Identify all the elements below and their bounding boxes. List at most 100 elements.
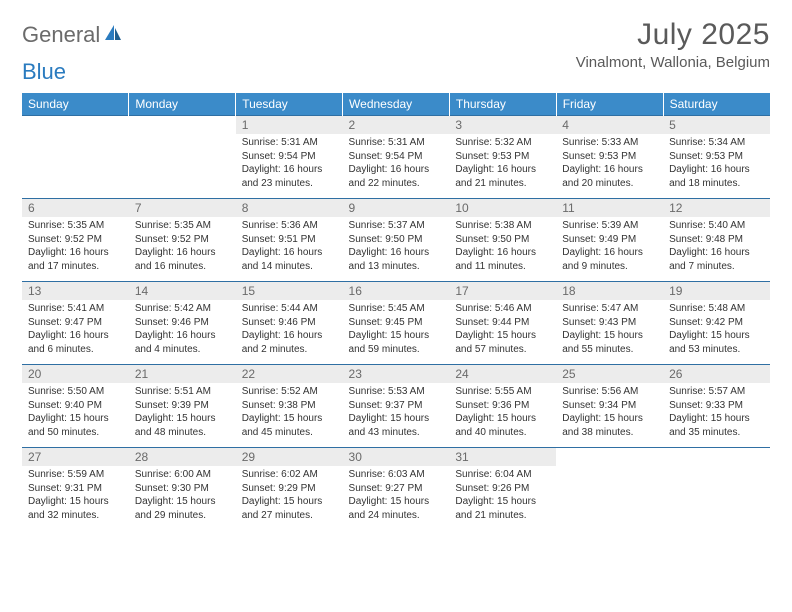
day-line: Sunrise: 5:59 AM [28, 468, 123, 482]
calendar-cell: 6Sunrise: 5:35 AMSunset: 9:52 PMDaylight… [22, 199, 129, 282]
day-line [28, 150, 123, 164]
calendar-cell: 18Sunrise: 5:47 AMSunset: 9:43 PMDayligh… [556, 282, 663, 365]
calendar-cell: 25Sunrise: 5:56 AMSunset: 9:34 PMDayligh… [556, 365, 663, 448]
day-content: Sunrise: 5:36 AMSunset: 9:51 PMDaylight:… [236, 217, 343, 281]
day-line: Sunrise: 5:45 AM [349, 302, 444, 316]
calendar-cell: 20Sunrise: 5:50 AMSunset: 9:40 PMDayligh… [22, 365, 129, 448]
day-number: 6 [22, 199, 129, 217]
day-line: Sunrise: 5:51 AM [135, 385, 230, 399]
day-content: Sunrise: 6:00 AMSunset: 9:30 PMDaylight:… [129, 466, 236, 530]
day-number: 9 [343, 199, 450, 217]
calendar-body: 1Sunrise: 5:31 AMSunset: 9:54 PMDaylight… [22, 116, 770, 531]
calendar-table: SundayMondayTuesdayWednesdayThursdayFrid… [22, 93, 770, 530]
day-line: Sunrise: 5:38 AM [455, 219, 550, 233]
day-line: Sunset: 9:40 PM [28, 399, 123, 413]
day-content: Sunrise: 5:46 AMSunset: 9:44 PMDaylight:… [449, 300, 556, 364]
day-line: Daylight: 16 hours [562, 163, 657, 177]
calendar-cell: 5Sunrise: 5:34 AMSunset: 9:53 PMDaylight… [663, 116, 770, 199]
calendar-week: 1Sunrise: 5:31 AMSunset: 9:54 PMDaylight… [22, 116, 770, 199]
calendar-week: 6Sunrise: 5:35 AMSunset: 9:52 PMDaylight… [22, 199, 770, 282]
logo-text-blue: Blue [22, 59, 66, 85]
day-number: 31 [449, 448, 556, 466]
day-line: and 20 minutes. [562, 177, 657, 191]
day-line: Sunset: 9:54 PM [242, 150, 337, 164]
day-line: Sunrise: 5:31 AM [349, 136, 444, 150]
day-line: Sunrise: 6:03 AM [349, 468, 444, 482]
day-line: Sunset: 9:50 PM [455, 233, 550, 247]
day-number [129, 116, 236, 134]
day-line: Daylight: 15 hours [135, 412, 230, 426]
day-line: and 7 minutes. [669, 260, 764, 274]
day-number [663, 448, 770, 466]
day-line: and 43 minutes. [349, 426, 444, 440]
weekday-header: Monday [129, 93, 236, 116]
day-line: and 2 minutes. [242, 343, 337, 357]
day-line: Daylight: 16 hours [28, 329, 123, 343]
day-line: Sunset: 9:53 PM [669, 150, 764, 164]
day-line: Daylight: 15 hours [242, 412, 337, 426]
day-line: Sunrise: 5:35 AM [28, 219, 123, 233]
day-content: Sunrise: 5:47 AMSunset: 9:43 PMDaylight:… [556, 300, 663, 364]
day-line: Sunset: 9:42 PM [669, 316, 764, 330]
calendar-cell: 22Sunrise: 5:52 AMSunset: 9:38 PMDayligh… [236, 365, 343, 448]
day-line: Sunrise: 6:02 AM [242, 468, 337, 482]
day-number: 14 [129, 282, 236, 300]
day-line: Daylight: 16 hours [135, 329, 230, 343]
calendar-week: 20Sunrise: 5:50 AMSunset: 9:40 PMDayligh… [22, 365, 770, 448]
day-number: 7 [129, 199, 236, 217]
day-line: Sunrise: 5:32 AM [455, 136, 550, 150]
day-line: Sunset: 9:48 PM [669, 233, 764, 247]
day-line [135, 177, 230, 191]
day-line: Sunset: 9:45 PM [349, 316, 444, 330]
day-line: Sunrise: 5:42 AM [135, 302, 230, 316]
calendar-cell [556, 448, 663, 531]
day-line: and 50 minutes. [28, 426, 123, 440]
day-number: 27 [22, 448, 129, 466]
day-line: and 14 minutes. [242, 260, 337, 274]
calendar-cell: 19Sunrise: 5:48 AMSunset: 9:42 PMDayligh… [663, 282, 770, 365]
day-line: Sunset: 9:46 PM [242, 316, 337, 330]
day-line: Sunrise: 5:36 AM [242, 219, 337, 233]
day-line: Sunset: 9:27 PM [349, 482, 444, 496]
day-line: Daylight: 15 hours [455, 329, 550, 343]
day-line: Daylight: 16 hours [242, 246, 337, 260]
calendar-cell: 2Sunrise: 5:31 AMSunset: 9:54 PMDaylight… [343, 116, 450, 199]
day-line: and 45 minutes. [242, 426, 337, 440]
calendar-cell [22, 116, 129, 199]
day-line: Sunset: 9:37 PM [349, 399, 444, 413]
day-number: 13 [22, 282, 129, 300]
day-line: Daylight: 16 hours [349, 163, 444, 177]
day-line: and 40 minutes. [455, 426, 550, 440]
day-line: Sunset: 9:50 PM [349, 233, 444, 247]
weekday-header: Tuesday [236, 93, 343, 116]
day-number: 3 [449, 116, 556, 134]
day-content: Sunrise: 5:52 AMSunset: 9:38 PMDaylight:… [236, 383, 343, 447]
day-number: 10 [449, 199, 556, 217]
day-line: Daylight: 16 hours [562, 246, 657, 260]
day-number: 19 [663, 282, 770, 300]
calendar-cell [663, 448, 770, 531]
day-content: Sunrise: 5:41 AMSunset: 9:47 PMDaylight:… [22, 300, 129, 364]
day-line: and 18 minutes. [669, 177, 764, 191]
day-line: Daylight: 16 hours [28, 246, 123, 260]
day-line: and 23 minutes. [242, 177, 337, 191]
day-line: Daylight: 16 hours [135, 246, 230, 260]
day-line: and 16 minutes. [135, 260, 230, 274]
day-line: Sunrise: 5:52 AM [242, 385, 337, 399]
calendar-week: 27Sunrise: 5:59 AMSunset: 9:31 PMDayligh… [22, 448, 770, 531]
day-line: Daylight: 15 hours [349, 495, 444, 509]
weekday-header: Thursday [449, 93, 556, 116]
day-line: Sunrise: 5:47 AM [562, 302, 657, 316]
day-line: Daylight: 16 hours [455, 163, 550, 177]
day-line: Sunrise: 5:41 AM [28, 302, 123, 316]
day-line: Sunrise: 5:50 AM [28, 385, 123, 399]
day-line: Daylight: 15 hours [455, 495, 550, 509]
day-content: Sunrise: 5:45 AMSunset: 9:45 PMDaylight:… [343, 300, 450, 364]
day-number: 28 [129, 448, 236, 466]
day-line: and 29 minutes. [135, 509, 230, 523]
day-line: Sunset: 9:52 PM [135, 233, 230, 247]
day-line: Sunset: 9:34 PM [562, 399, 657, 413]
day-line: Sunset: 9:49 PM [562, 233, 657, 247]
day-line: and 38 minutes. [562, 426, 657, 440]
day-line: Daylight: 15 hours [242, 495, 337, 509]
